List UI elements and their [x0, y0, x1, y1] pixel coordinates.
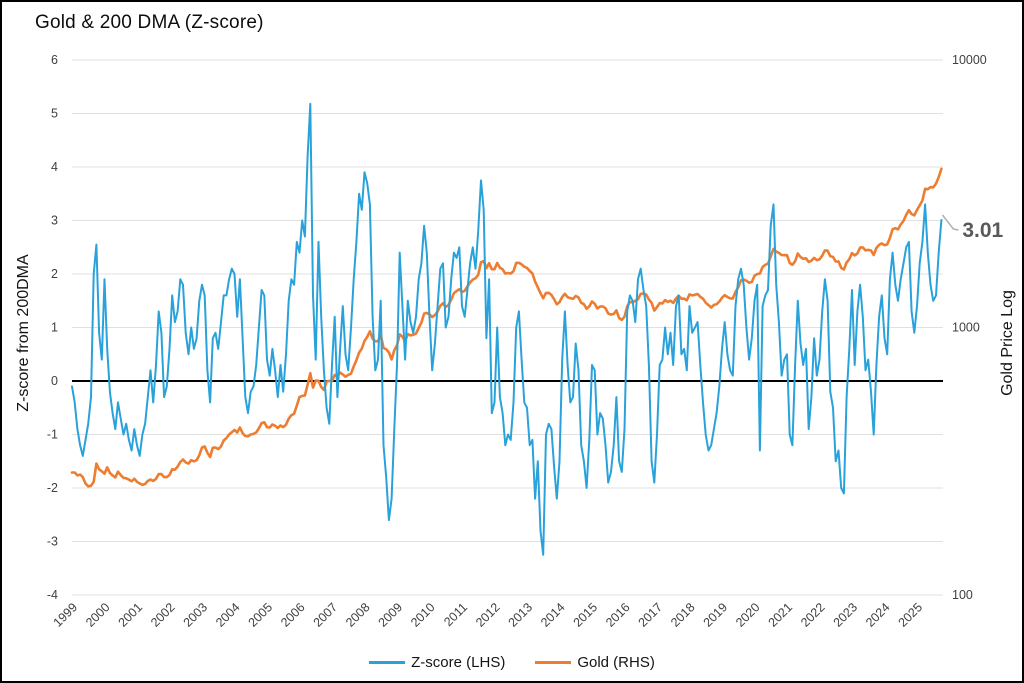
right-axis-tick-label: 100 — [952, 588, 973, 602]
x-axis-tick-label: 1999 — [51, 600, 81, 630]
x-axis-tick-label: 2005 — [246, 600, 276, 630]
x-axis-tick-label: 2014 — [538, 600, 568, 630]
x-axis-tick-label: 2010 — [408, 600, 438, 630]
x-axis-tick-label: 2004 — [213, 600, 243, 630]
x-axis-tick-label: 2003 — [181, 600, 211, 630]
x-axis-tick-label: 2019 — [701, 600, 731, 630]
left-axis-title: Z-score from 200DMA — [15, 254, 32, 412]
x-axis-tick-label: 2001 — [116, 600, 146, 630]
zscore-line — [71, 102, 943, 556]
legend-item-zscore: Z-score (LHS) — [369, 654, 505, 671]
x-axis-tick-label: 2007 — [311, 600, 341, 630]
left-axis-tick-label: -4 — [47, 588, 58, 602]
left-axis-tick-label: -2 — [47, 481, 58, 495]
left-axis-tick-label: 6 — [51, 53, 58, 67]
gold-line — [70, 167, 943, 488]
chart-legend: Z-score (LHS) Gold (RHS) — [2, 654, 1022, 671]
x-axis-tick-label: 2015 — [571, 600, 601, 630]
x-axis-tick-label: 2000 — [83, 600, 113, 630]
left-axis-tick-label: -1 — [47, 428, 58, 442]
x-axis-tick-label: 2024 — [863, 600, 893, 630]
left-axis-tick-label: 4 — [51, 160, 58, 174]
x-axis-tick-label: 2021 — [766, 600, 796, 630]
right-axis-tick-label: 10000 — [952, 53, 987, 67]
annotation-leader-line — [941, 214, 959, 231]
right-axis-title: Gold Price Log — [999, 290, 1016, 396]
right-axis-tick-label: 1000 — [952, 321, 980, 335]
last-value-annotation: 3.01 — [941, 214, 1004, 242]
left-axis-tick-label: 2 — [51, 267, 58, 281]
left-axis-tick-label: 0 — [51, 374, 58, 388]
x-axis-tick-label: 2013 — [506, 600, 536, 630]
x-axis-tick-label: 2025 — [896, 600, 926, 630]
annotation-value-label: 3.01 — [962, 219, 1003, 242]
x-axis-tick-label: 2011 — [441, 600, 470, 629]
x-axis-tick-label: 2009 — [376, 600, 406, 630]
legend-item-gold: Gold (RHS) — [535, 654, 655, 671]
zscore-line-swatch — [369, 661, 406, 664]
x-axis-tick-label: 2008 — [343, 600, 373, 630]
x-axis-tick-label: 2017 — [636, 600, 666, 630]
x-axis-tick-label: 2002 — [148, 600, 178, 630]
left-axis-tick-label: 5 — [51, 107, 58, 121]
gold-line-swatch — [535, 661, 572, 664]
left-axis-tick-label: 3 — [51, 214, 58, 228]
x-axis-tick-label: 2012 — [473, 600, 503, 630]
legend-label-gold: Gold (RHS) — [577, 654, 655, 671]
x-axis-tick-label: 2006 — [278, 600, 308, 630]
x-axis-tick-label: 2020 — [733, 600, 763, 630]
x-axis-tick-label: 2016 — [603, 600, 633, 630]
gridlines — [72, 59, 943, 596]
chart-title: Gold & 200 DMA (Z-score) — [35, 12, 264, 33]
left-axis-tick-label: 1 — [51, 321, 58, 335]
x-axis-tick-label: 2018 — [668, 600, 698, 630]
x-axis-tick-label: 2023 — [831, 600, 861, 630]
legend-label-zscore: Z-score (LHS) — [411, 654, 506, 671]
left-axis-tick-label: -3 — [47, 535, 58, 549]
x-axis-tick-label: 2022 — [798, 600, 828, 630]
